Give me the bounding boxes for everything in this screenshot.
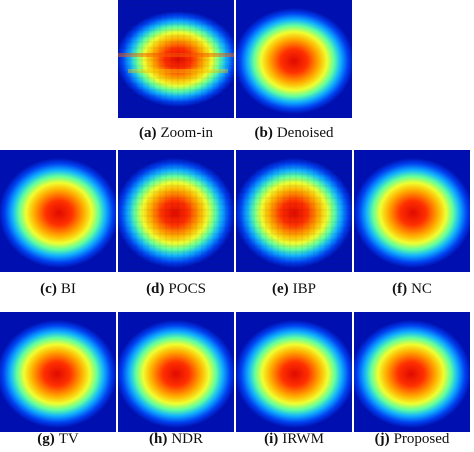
panel-text: BI	[60, 281, 76, 297]
panel-text: IRWM	[282, 431, 324, 447]
panel-caption: (c) BI	[0, 280, 117, 298]
heatmap-image	[354, 150, 470, 272]
heatmap-image	[118, 312, 234, 432]
heatmap-image	[236, 312, 352, 432]
panel-label: (i)	[264, 431, 279, 447]
panel-text: POCS	[168, 281, 206, 297]
panel-label: (d)	[146, 281, 165, 297]
panel-label: (f)	[392, 281, 408, 297]
panel-text: Denoised	[276, 125, 334, 141]
heatmap-image	[0, 312, 116, 432]
panel-text: Proposed	[393, 431, 450, 447]
panel-caption: (j) Proposed	[353, 430, 471, 448]
heatmap-image	[236, 0, 352, 118]
panel-caption: (h) NDR	[117, 430, 235, 448]
heatmap-image	[354, 312, 470, 432]
panel-text: NC	[411, 281, 432, 297]
panel-text: Zoom-in	[160, 125, 214, 141]
panel-caption: (e) IBP	[235, 280, 353, 298]
panel-text: IBP	[292, 281, 316, 297]
panel-label: (c)	[40, 281, 57, 297]
panel-caption: (g) TV	[0, 430, 117, 448]
heatmap-image	[118, 0, 234, 118]
heatmap-image	[0, 150, 116, 272]
heatmap-image	[118, 150, 234, 272]
panel-caption: (f) NC	[353, 280, 471, 298]
heatmap-image	[236, 150, 352, 272]
panel-label: (b)	[254, 125, 273, 141]
panel-label: (a)	[139, 125, 157, 141]
panel-label: (g)	[37, 431, 55, 447]
panel-caption: (i) IRWM	[235, 430, 353, 448]
panel-caption: (d) POCS	[117, 280, 235, 298]
panel-label: (e)	[272, 281, 289, 297]
panel-caption: (b) Denoised	[235, 124, 353, 142]
panel-text: NDR	[171, 431, 203, 447]
panel-label: (h)	[148, 431, 168, 447]
panel-caption: (a) Zoom-in	[117, 124, 235, 142]
panel-text: TV	[58, 431, 79, 447]
panel-label: (j)	[374, 431, 390, 447]
